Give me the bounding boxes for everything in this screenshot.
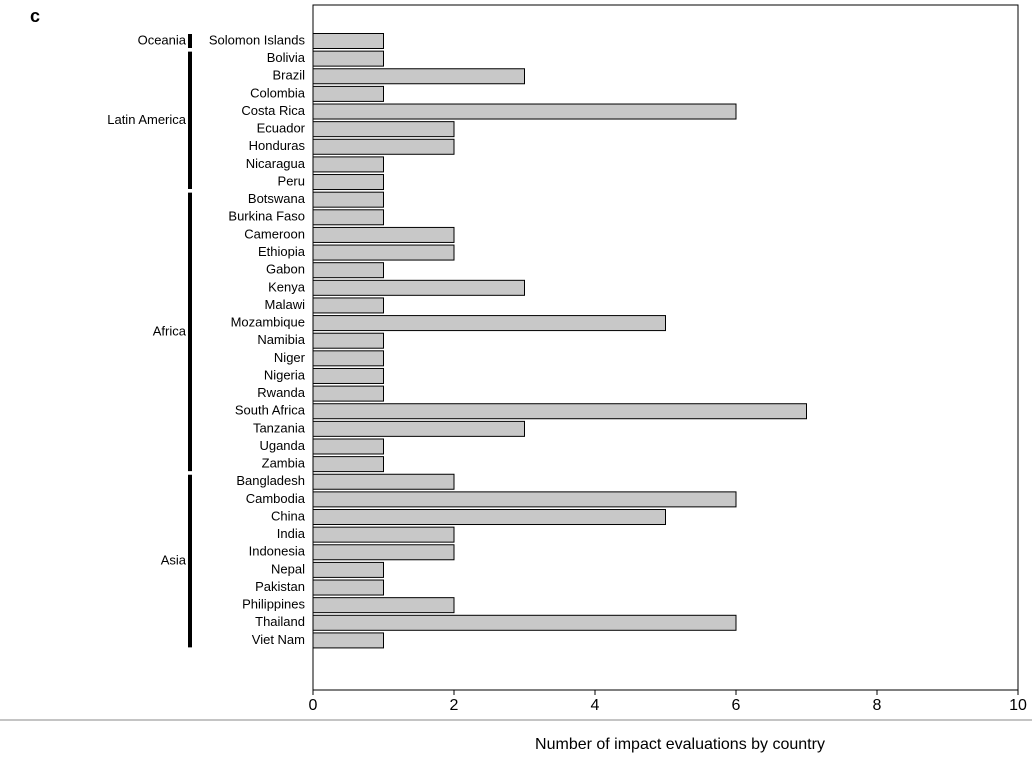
y-tick-label: Gabon xyxy=(266,262,305,277)
bar xyxy=(312,403,807,420)
bar xyxy=(312,367,384,384)
x-tick-label: 0 xyxy=(309,697,318,714)
bar xyxy=(312,526,455,543)
bar xyxy=(312,614,737,631)
y-tick-label: Costa Rica xyxy=(241,103,305,118)
bar xyxy=(312,579,384,596)
bar xyxy=(312,138,455,155)
y-tick-label: Honduras xyxy=(249,138,306,153)
y-tick-label: Cameroon xyxy=(244,226,305,241)
bar xyxy=(312,244,455,261)
region-label: Asia xyxy=(161,553,187,568)
y-tick-label: South Africa xyxy=(235,403,306,418)
y-tick-label: Cambodia xyxy=(246,491,306,506)
y-tick-label: Burkina Faso xyxy=(228,209,305,224)
bar xyxy=(312,438,384,455)
y-tick-label: Viet Nam xyxy=(252,632,305,647)
bar xyxy=(312,68,525,85)
x-tick-label: 2 xyxy=(450,697,459,714)
bar xyxy=(312,33,384,49)
y-tick-label: Brazil xyxy=(272,68,305,83)
bar xyxy=(312,597,455,614)
region-label: Oceania xyxy=(138,32,187,47)
bar xyxy=(312,209,384,226)
y-tick-label: Thailand xyxy=(255,614,305,629)
x-tick-label: 4 xyxy=(591,697,600,714)
y-tick-label: China xyxy=(271,508,306,523)
bar xyxy=(312,456,384,473)
bar xyxy=(312,315,666,332)
y-tick-label: Malawi xyxy=(265,297,306,312)
bar xyxy=(312,473,455,490)
y-tick-label: India xyxy=(277,526,306,541)
bar xyxy=(312,491,737,508)
x-tick-label: 8 xyxy=(873,697,882,714)
y-tick-label: Indonesia xyxy=(249,544,306,559)
bar xyxy=(312,262,384,279)
y-tick-label: Namibia xyxy=(257,332,305,347)
y-tick-label: Kenya xyxy=(268,279,306,294)
y-tick-label: Nigeria xyxy=(264,367,306,382)
bar xyxy=(312,297,384,314)
bar xyxy=(312,332,384,349)
y-tick-label: Mozambique xyxy=(231,315,305,330)
bar xyxy=(312,420,525,437)
x-tick-label: 10 xyxy=(1009,697,1027,714)
y-tick-label: Bolivia xyxy=(267,50,306,65)
x-axis-label: Number of impact evaluations by country xyxy=(535,736,825,753)
bar xyxy=(312,385,384,402)
bar xyxy=(312,50,384,67)
bar xyxy=(312,174,384,191)
bar xyxy=(312,561,384,578)
y-tick-label: Rwanda xyxy=(257,385,305,400)
bar xyxy=(312,544,455,561)
y-tick-label: Ethiopia xyxy=(258,244,306,259)
bar xyxy=(312,121,455,138)
y-tick-label: Philippines xyxy=(242,597,305,612)
bar xyxy=(312,632,384,649)
y-tick-label: Colombia xyxy=(250,85,306,100)
y-tick-label: Tanzania xyxy=(253,420,306,435)
panel-label: c xyxy=(30,6,40,26)
y-tick-label: Uganda xyxy=(259,438,305,453)
y-tick-label: Nicaragua xyxy=(246,156,306,171)
y-tick-label: Botswana xyxy=(248,191,306,206)
y-tick-label: Bangladesh xyxy=(236,473,305,488)
region-label: Africa xyxy=(153,323,187,338)
y-tick-label: Peru xyxy=(278,173,305,188)
y-tick-label: Ecuador xyxy=(257,121,306,136)
bar xyxy=(312,85,384,102)
bar xyxy=(312,350,384,367)
bar xyxy=(312,509,666,526)
y-tick-label: Solomon Islands xyxy=(209,32,306,47)
y-tick-label: Niger xyxy=(274,350,306,365)
bar xyxy=(312,191,384,208)
x-tick-label: 6 xyxy=(732,697,741,714)
bar xyxy=(312,156,384,173)
bar xyxy=(312,279,525,296)
bar xyxy=(312,103,737,120)
bar xyxy=(312,226,455,243)
y-tick-label: Pakistan xyxy=(255,579,305,594)
region-label: Latin America xyxy=(107,112,187,127)
y-tick-label: Nepal xyxy=(271,561,305,576)
y-tick-label: Zambia xyxy=(262,456,306,471)
